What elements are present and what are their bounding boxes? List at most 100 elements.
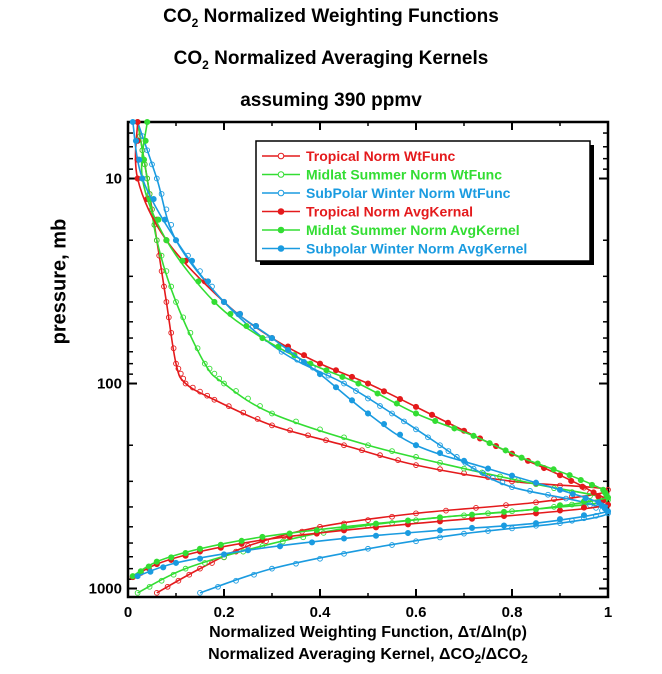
- data-point: [545, 491, 551, 498]
- data-point: [339, 373, 346, 380]
- data-point: [348, 397, 356, 404]
- data-point: [372, 520, 380, 527]
- data-point: [395, 457, 401, 463]
- data-point: [186, 571, 193, 578]
- data-point: [316, 371, 324, 378]
- data-point: [245, 395, 251, 402]
- data-point: [437, 442, 443, 449]
- data-point: [197, 565, 203, 572]
- data-point: [158, 577, 165, 584]
- title-1-rest: Normalized Weighting Functions: [198, 6, 499, 27]
- data-point: [163, 268, 170, 274]
- data-point: [580, 504, 588, 511]
- data-point: [556, 472, 564, 479]
- data-point: [153, 558, 160, 565]
- data-point: [259, 334, 266, 342]
- data-point: [445, 448, 452, 454]
- data-point: [604, 494, 612, 501]
- data-point: [225, 403, 232, 410]
- data-point: [170, 345, 177, 352]
- data-point: [194, 345, 201, 352]
- data-point: [499, 479, 506, 486]
- data-point: [145, 563, 152, 570]
- data-point: [286, 530, 293, 537]
- y-tick-label: 1000: [89, 581, 122, 598]
- data-point: [443, 507, 449, 514]
- legend-swatch-marker: [277, 245, 285, 252]
- data-point: [372, 532, 380, 539]
- data-point: [240, 409, 247, 416]
- data-point: [341, 442, 347, 449]
- data-point: [468, 524, 476, 531]
- data-point: [221, 380, 227, 387]
- data-point: [243, 322, 250, 330]
- data-point: [340, 535, 348, 542]
- data-point: [201, 560, 208, 566]
- data-point: [287, 427, 293, 434]
- data-point: [533, 499, 539, 506]
- data-point: [196, 555, 204, 562]
- data-point: [473, 505, 479, 511]
- data-point: [389, 542, 395, 548]
- data-point: [374, 390, 381, 397]
- data-point: [201, 360, 208, 367]
- data-point: [380, 421, 388, 428]
- series-line-6: [132, 122, 608, 577]
- data-point: [582, 495, 589, 502]
- title-2-subscript: 2: [202, 57, 209, 72]
- data-point: [389, 448, 395, 454]
- data-point: [590, 489, 597, 496]
- data-point: [364, 380, 372, 387]
- data-point: [500, 508, 508, 515]
- chart-title-line-2: CO2 Normalized Averaging Kernels: [0, 48, 662, 72]
- data-point: [485, 528, 491, 534]
- data-point: [365, 395, 371, 402]
- x-tick-label: 0.2: [214, 604, 235, 621]
- data-point: [412, 442, 420, 449]
- data-point: [300, 352, 308, 359]
- data-point: [153, 175, 160, 182]
- data-point: [579, 483, 586, 490]
- data-point: [489, 474, 496, 481]
- data-point: [195, 278, 202, 285]
- data-point: [563, 495, 569, 502]
- data-point: [396, 431, 404, 438]
- data-point: [180, 314, 187, 321]
- legend-swatch-marker: [277, 208, 285, 215]
- data-point: [593, 512, 599, 519]
- legend-label: Midlat Summer Norm WtFunc: [306, 167, 502, 183]
- x-tick-label: 1: [604, 604, 612, 621]
- data-point: [393, 400, 400, 407]
- data-point: [182, 565, 189, 572]
- data-point: [404, 517, 412, 524]
- data-point: [413, 426, 419, 433]
- data-point: [470, 432, 477, 439]
- data-point: [168, 283, 175, 290]
- data-point: [380, 388, 388, 395]
- data-point: [182, 380, 189, 387]
- data-point: [132, 137, 140, 144]
- data-point: [437, 534, 443, 541]
- data-point: [348, 373, 356, 380]
- data-point: [182, 550, 189, 557]
- data-point: [432, 417, 439, 424]
- data-point: [168, 221, 175, 228]
- data-point: [197, 388, 203, 395]
- legend-box: [255, 140, 591, 262]
- data-point: [172, 237, 180, 244]
- data-point: [413, 538, 419, 545]
- data-point: [355, 380, 362, 387]
- series-line-1: [136, 122, 608, 594]
- data-point: [534, 460, 541, 467]
- data-point: [461, 465, 467, 472]
- data-point: [532, 520, 540, 527]
- data-point: [204, 392, 211, 399]
- data-point: [518, 454, 525, 461]
- data-point: [293, 560, 299, 567]
- chart-title-line-3: assuming 390 ppmv: [240, 90, 422, 111]
- data-point: [187, 329, 194, 336]
- data-point: [252, 322, 260, 330]
- data-point: [389, 513, 395, 520]
- data-point: [365, 545, 371, 552]
